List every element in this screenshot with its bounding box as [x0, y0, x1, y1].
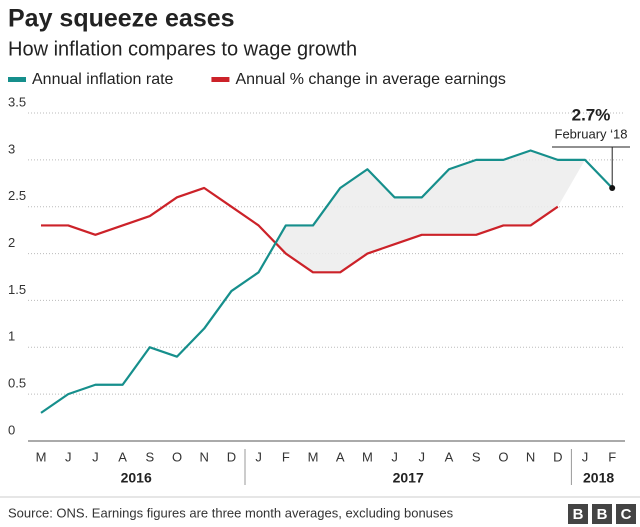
y-tick-label: 2.5	[8, 188, 26, 203]
x-tick-label: J	[255, 449, 262, 464]
legend-swatch	[211, 77, 230, 82]
y-tick-label: 0.5	[8, 376, 26, 391]
x-group-label: 2016	[121, 470, 152, 486]
logo-letter: B	[597, 506, 608, 523]
x-tick-label: D	[553, 449, 562, 464]
x-tick-label: M	[36, 449, 47, 464]
y-tick-label: 1	[8, 329, 15, 344]
x-tick-label: M	[308, 449, 319, 464]
gap-shade	[275, 150, 585, 273]
x-tick-label: S	[145, 449, 154, 464]
x-tick-label: O	[498, 449, 508, 464]
x-tick-label: N	[200, 449, 209, 464]
legend-swatch	[8, 77, 26, 82]
annotation-value: 2.7%	[572, 105, 611, 124]
x-group-label: 2018	[583, 470, 614, 486]
logo-box	[568, 504, 588, 524]
y-tick-label: 3.5	[8, 94, 26, 109]
x-tick-label: J	[92, 449, 99, 464]
logo-box	[592, 504, 612, 524]
chart-subtitle: How inflation compares to wage growth	[8, 38, 357, 60]
y-tick-label: 3	[8, 141, 15, 156]
x-tick-label: A	[118, 449, 127, 464]
legend-label: Annual % change in average earnings	[235, 71, 505, 88]
x-tick-label: F	[282, 449, 290, 464]
logo-letter: C	[621, 506, 632, 523]
y-tick-label: 0	[8, 422, 15, 437]
x-tick-label: F	[608, 449, 616, 464]
x-tick-label: S	[472, 449, 481, 464]
logo-letter: B	[573, 506, 584, 523]
chart-title: Pay squeeze eases	[8, 5, 235, 33]
x-tick-label: A	[445, 449, 454, 464]
legend-label: Annual inflation rate	[32, 71, 174, 88]
y-tick-label: 1.5	[8, 282, 26, 297]
logo-box	[616, 504, 636, 524]
x-tick-label: A	[336, 449, 345, 464]
annotation-note: February ‘18	[555, 126, 628, 141]
callout-dot	[609, 184, 616, 191]
x-tick-label: N	[526, 449, 535, 464]
x-tick-label: J	[391, 449, 398, 464]
source: Source: ONS. Earnings figures are three …	[8, 505, 454, 520]
x-group-label: 2017	[393, 470, 424, 486]
x-tick-label: J	[65, 449, 72, 464]
x-tick-label: J	[419, 449, 426, 464]
x-tick-label: J	[582, 449, 589, 464]
x-tick-label: O	[172, 449, 182, 464]
line	[40, 149, 613, 414]
line	[41, 186, 559, 274]
x-tick-label: M	[362, 449, 373, 464]
y-tick-label: 2	[8, 235, 15, 250]
x-tick-label: D	[227, 449, 236, 464]
